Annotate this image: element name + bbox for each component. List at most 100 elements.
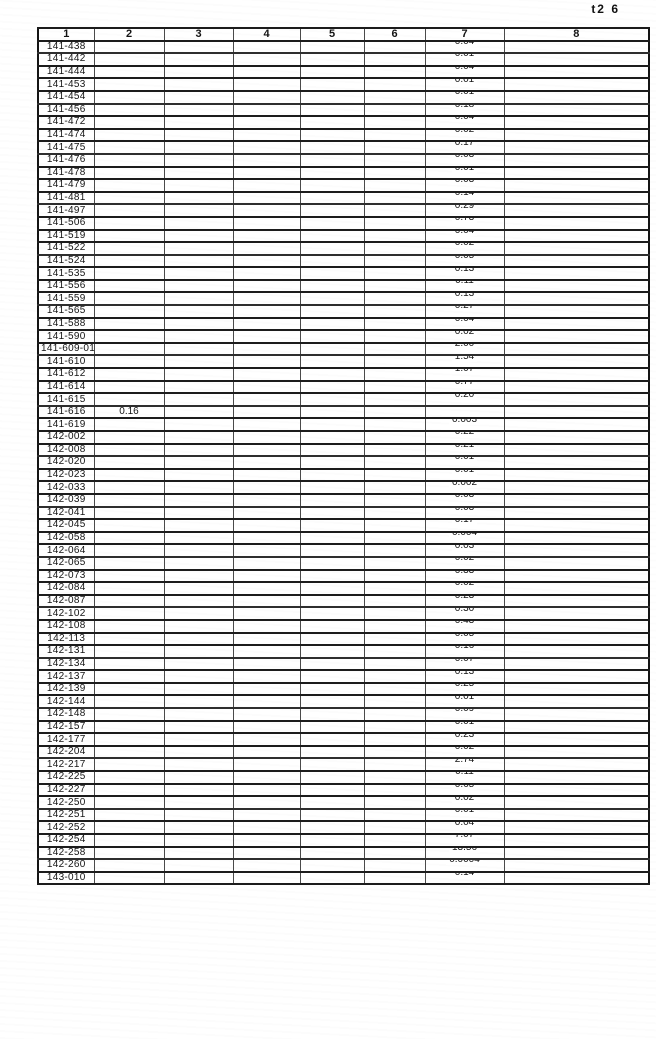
- cell-empty: [363, 618, 426, 634]
- table-row: 141-476 0.03: [37, 152, 650, 168]
- cell-empty: [503, 404, 650, 420]
- cell-empty: [299, 656, 365, 672]
- cell-empty: [363, 165, 426, 181]
- cell-empty: [93, 253, 165, 269]
- cell-empty: [93, 392, 165, 407]
- cell-empty: [363, 833, 426, 848]
- cell-empty: [163, 115, 234, 130]
- cell-empty: [299, 707, 365, 722]
- cell-empty: [232, 568, 301, 584]
- cell-empty: [363, 858, 426, 873]
- cell-empty: [299, 190, 365, 206]
- table-row: 141-588 0.04: [37, 316, 650, 332]
- cell-empty: [232, 379, 301, 395]
- cell-empty: [503, 795, 650, 810]
- cell-col7-value: 0.21: [424, 442, 505, 458]
- cell-empty: [232, 530, 301, 546]
- cell-col7-value: 0.01: [424, 467, 505, 483]
- cell-sample-id: 142-073: [37, 568, 95, 584]
- cell-empty: [503, 241, 650, 256]
- table-row: 142-144 0.01: [37, 694, 650, 710]
- cell-empty: [299, 770, 365, 785]
- table-row: 142-148 0.09: [37, 707, 650, 722]
- cell-empty: [363, 392, 426, 407]
- cell-empty: [299, 52, 365, 67]
- cell-empty: [363, 493, 426, 508]
- cell-sample-id: 141-442: [37, 52, 95, 67]
- cell-empty: [163, 694, 234, 710]
- cell-empty: [232, 694, 301, 710]
- cell-empty: [299, 215, 365, 231]
- cell-empty: [163, 719, 234, 735]
- cell-empty: [93, 291, 165, 307]
- cell-sample-id: 141-616: [37, 404, 95, 420]
- cell-empty: [163, 530, 234, 546]
- table-row: 141-610 1.54: [37, 354, 650, 369]
- cell-empty: [163, 644, 234, 659]
- cell-empty: [503, 178, 650, 193]
- cell-empty: [163, 190, 234, 206]
- col7-value-text: 0.27: [451, 307, 478, 312]
- col7-value-text: 0.07: [451, 659, 478, 664]
- table-row: 142-113 0.05: [37, 631, 650, 647]
- cell-empty: [163, 266, 234, 281]
- cell-empty: [299, 467, 365, 483]
- cell-empty: [299, 669, 365, 684]
- cell-empty: [93, 543, 165, 558]
- cell-empty: [299, 732, 365, 747]
- cell-empty: [363, 820, 426, 835]
- cell-sample-id: 142-217: [37, 757, 95, 772]
- cell-empty: [363, 795, 426, 810]
- col7-value-text: 1.07: [451, 369, 478, 375]
- col7-value-text: 0.22: [451, 432, 478, 438]
- cell-empty: [163, 555, 234, 571]
- cell-empty: [93, 228, 165, 244]
- cell-empty: [363, 707, 426, 722]
- cell-empty: [232, 140, 301, 155]
- cell-empty: [299, 152, 365, 168]
- cell-empty: [232, 505, 301, 521]
- cell-col7-value: 0.0004: [424, 858, 505, 873]
- cell-empty: [232, 115, 301, 130]
- cell-empty: [363, 354, 426, 369]
- cell-col7-value: 0.05: [424, 631, 505, 647]
- cell-empty: [503, 744, 650, 760]
- cell-sample-id: 142-033: [37, 480, 95, 495]
- table-row: 141-565 0.27: [37, 304, 650, 319]
- cell-empty: [93, 64, 165, 80]
- cell-sample-id: 141-556: [37, 278, 95, 294]
- cell-empty: [503, 870, 650, 886]
- cell-empty: [503, 64, 650, 80]
- cell-empty: [163, 77, 234, 92]
- cell-empty: [232, 354, 301, 369]
- col7-value-text: 0.33: [451, 571, 478, 576]
- cell-col7-value: 0.01: [424, 165, 505, 181]
- cell-sample-id: 141-559: [37, 291, 95, 307]
- cell-empty: [232, 190, 301, 206]
- cell-empty: [232, 152, 301, 168]
- cell-empty: [299, 568, 365, 584]
- table-row: 141-616 0.16: [37, 404, 650, 420]
- col7-value-text: 0.17: [451, 521, 478, 526]
- cell-empty: [363, 807, 426, 823]
- cell-empty: [232, 618, 301, 634]
- cell-empty: [503, 165, 650, 181]
- cell-empty: [503, 707, 650, 722]
- cell-empty: [299, 417, 365, 432]
- cell-empty: [503, 190, 650, 206]
- table-row: 142-058 0.004: [37, 530, 650, 546]
- cell-sample-id: 141-522: [37, 241, 95, 256]
- cell-empty: [232, 341, 301, 357]
- cell-empty: [163, 430, 234, 445]
- cell-empty: [163, 618, 234, 634]
- cell-empty: [93, 215, 165, 231]
- table-row: 142-134 0.07: [37, 656, 650, 672]
- cell-sample-id: 141-615: [37, 392, 95, 407]
- cell-empty: [299, 392, 365, 407]
- cell-empty: [163, 455, 234, 470]
- cell-empty: [299, 165, 365, 181]
- table-row: 142-084 0.02: [37, 581, 650, 596]
- cell-sample-id: 141-535: [37, 266, 95, 281]
- cell-empty: [363, 291, 426, 307]
- col7-value-text: 0.01: [451, 697, 478, 702]
